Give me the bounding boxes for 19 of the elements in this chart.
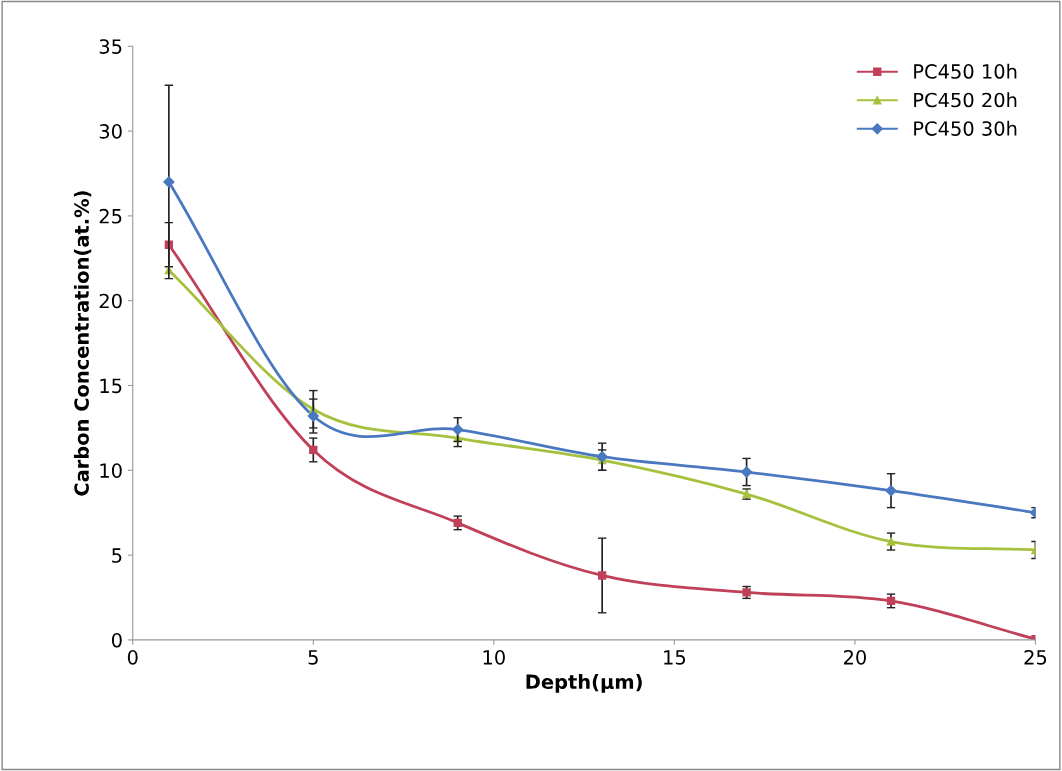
y-tick-label: 15: [100, 378, 122, 394]
x-tick-label: 5: [308, 650, 318, 665]
y-tick-label: 10: [100, 463, 122, 478]
y-tick-label: 20: [99, 293, 122, 309]
y-tick-label: 35: [99, 39, 122, 54]
x-tick-label: 15: [664, 650, 686, 665]
legend-label: PC450 10h: [914, 63, 1017, 79]
y-tick-label: 25: [99, 208, 122, 224]
legend-label: PC450 30h: [914, 120, 1017, 136]
x-axis-title: Depth(μm): [526, 674, 642, 693]
x-tick-label: 20: [843, 650, 866, 665]
y-tick-label: 0: [111, 632, 122, 648]
x-tick-label: 0: [127, 650, 138, 665]
y-tick-label: 30: [99, 124, 122, 139]
x-tick-label: 10: [483, 650, 505, 665]
y-tick-label: 5: [112, 548, 122, 563]
legend-label: PC450 20h: [914, 92, 1017, 108]
y-axis-title: Carbon Concentration(at.%): [73, 191, 92, 496]
x-tick-label: 25: [1024, 650, 1047, 665]
